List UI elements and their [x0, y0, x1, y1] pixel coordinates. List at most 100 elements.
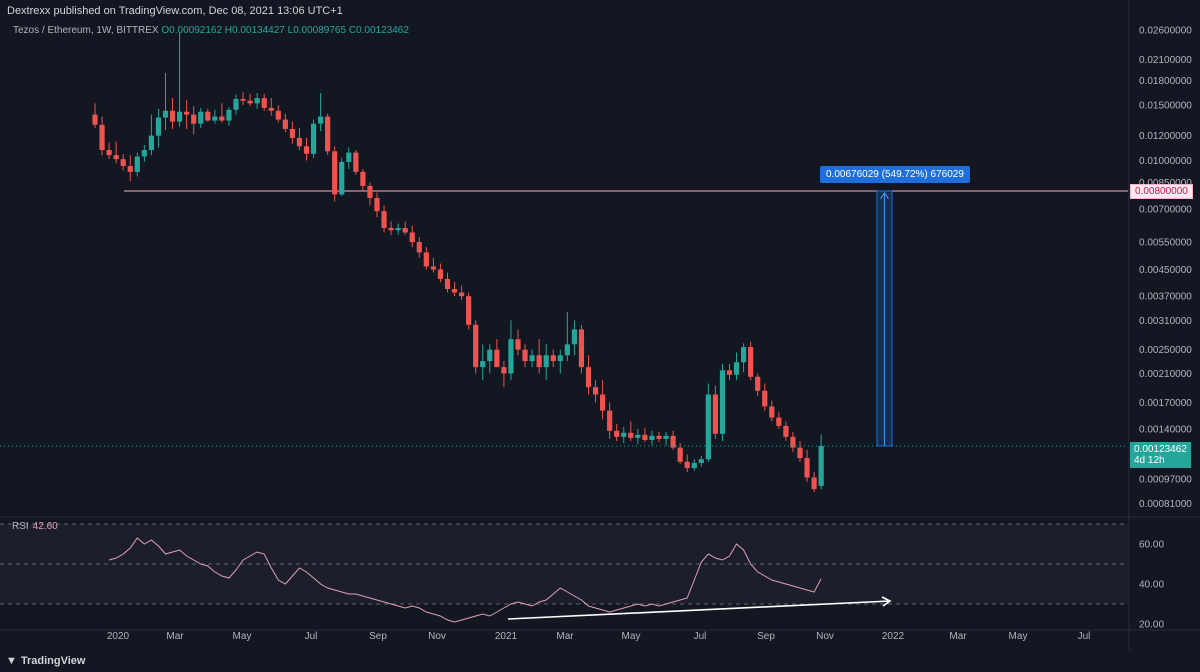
candle-body	[487, 349, 493, 362]
candle-body	[289, 128, 295, 138]
price-tick-label: 0.01800000	[1139, 76, 1192, 87]
candle-body	[522, 349, 528, 362]
candle-body	[564, 344, 570, 356]
candle-body	[205, 111, 211, 121]
last-price-value: 0.00123462	[1134, 444, 1187, 455]
brand-name: TradingView	[20, 655, 86, 667]
time-tick-label: May	[1009, 631, 1028, 642]
measure-tool	[876, 190, 893, 447]
symbol-legend: Tezos / Ethereum, 1W, BITTREX O0.0009216…	[13, 25, 409, 36]
candle-body	[254, 98, 260, 104]
candle-body	[402, 227, 408, 233]
candle-body	[120, 159, 126, 167]
candle-body	[374, 197, 380, 212]
candle-body	[388, 227, 394, 231]
candle-body	[543, 355, 549, 368]
price-tick-label: 0.01500000	[1139, 101, 1192, 112]
last-price-tag: 0.00123462 4d 12h	[1130, 442, 1191, 468]
candle-body	[508, 339, 514, 374]
candle-body	[656, 435, 662, 439]
candle-body	[670, 435, 676, 448]
grid	[0, 0, 1200, 650]
price-tick-label: 0.01000000	[1139, 156, 1192, 167]
time-tick-label: 2020	[107, 631, 130, 642]
ohlc-open: O0.00092162	[161, 25, 223, 36]
candle-body	[240, 98, 246, 101]
candle-body	[247, 100, 253, 104]
candle-body	[550, 355, 556, 362]
candle-body	[346, 152, 352, 162]
candle-body	[162, 110, 169, 118]
candle-body	[148, 135, 154, 151]
candle-body	[169, 110, 176, 122]
candle-body	[762, 390, 768, 407]
time-tick-label: May	[233, 631, 252, 642]
candle-body	[219, 116, 225, 121]
candle-body	[113, 155, 119, 160]
candle-body	[451, 289, 458, 293]
candle-body	[614, 430, 620, 437]
candle-body	[92, 114, 98, 125]
candle-body	[585, 367, 592, 388]
candle-body	[367, 185, 373, 198]
ohlc-close: C0.00123462	[348, 25, 409, 36]
candle-body	[649, 435, 655, 440]
rsi-trend-arrow-head	[881, 596, 892, 607]
candle-body	[529, 355, 535, 362]
candle-body	[177, 111, 183, 122]
candle-body	[473, 324, 479, 368]
candle-body	[226, 109, 232, 121]
tradingview-logo-icon: ▼	[6, 655, 17, 667]
candle-body	[99, 124, 105, 151]
candle-body	[776, 417, 782, 426]
candle-body	[332, 151, 338, 195]
candle-body	[691, 462, 697, 469]
rsi-pane	[108, 537, 892, 623]
time-tick-label: Mar	[949, 631, 967, 642]
price-tick-label: 0.00170000	[1139, 398, 1192, 409]
candle-body	[423, 252, 429, 267]
axes: 0.02600000 0.02100000 0.01800000 0.01500000…	[107, 26, 1192, 642]
time-tick-label: Nov	[428, 631, 446, 642]
candle-body	[600, 394, 606, 411]
price-tick-label: 0.00081000	[1139, 499, 1192, 510]
price-tick-label: 0.00140000	[1139, 424, 1192, 435]
candle-body	[339, 161, 345, 195]
candle-body	[663, 435, 669, 439]
time-tick-label: Jul	[694, 631, 707, 642]
candle-body	[712, 394, 718, 434]
candle-body	[106, 150, 112, 156]
candle-body	[268, 107, 274, 111]
price-tick-label: 0.02100000	[1139, 55, 1192, 66]
candle-body	[536, 355, 542, 368]
publisher-header: Dextrexx published on TradingView.com, D…	[0, 0, 1200, 22]
time-tick-label: Nov	[816, 631, 834, 642]
time-tick-label: Mar	[166, 631, 184, 642]
candle-body	[444, 278, 451, 290]
candle-body	[155, 117, 162, 136]
candle-body	[409, 232, 415, 243]
price-tick-label: 0.00450000	[1139, 265, 1192, 276]
price-tick-label: 0.00700000	[1139, 205, 1192, 216]
measure-arrow-head	[880, 191, 889, 200]
rsi-value: 42.60	[32, 521, 58, 532]
candle-body	[395, 227, 401, 231]
candle-body	[628, 432, 634, 438]
rsi-tick-label: 60.00	[1139, 540, 1164, 551]
footer: ▼ TradingView	[0, 650, 1200, 672]
candle-body	[642, 434, 648, 440]
candle-body	[818, 445, 824, 486]
candle-body	[677, 447, 683, 462]
level-price-tag: 0.00800000	[1130, 184, 1193, 199]
candle-body	[141, 150, 147, 157]
price-tick-label: 0.00250000	[1139, 345, 1192, 356]
candle-body	[635, 434, 641, 438]
price-tick-label: 0.00097000	[1139, 474, 1192, 485]
candle-body	[501, 367, 507, 374]
price-tick-label: 0.00310000	[1139, 316, 1192, 327]
candle-body	[233, 98, 239, 110]
ohlc-low: L0.00089765	[287, 25, 347, 36]
candle-body	[466, 296, 472, 325]
tradingview-logo[interactable]: ▼ TradingView	[6, 650, 85, 672]
